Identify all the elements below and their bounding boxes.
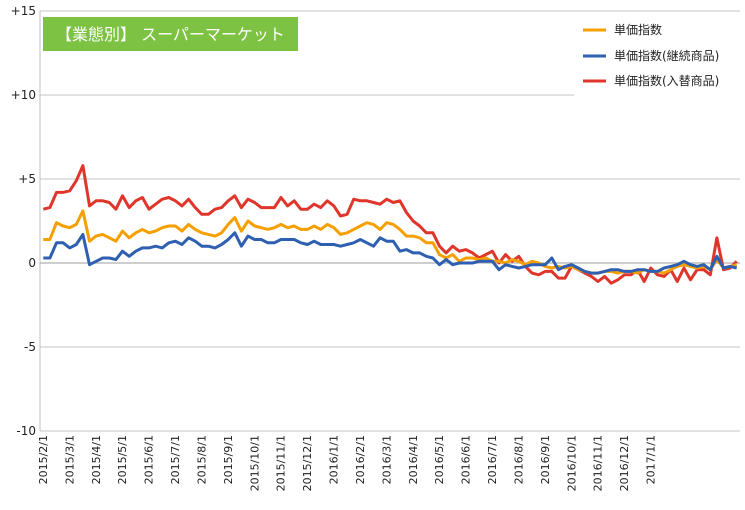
series-line-replaced: [42, 164, 738, 285]
chart-title-box: 【業態別】 スーパーマーケット: [43, 17, 298, 51]
x-tick-label: 2016/9/1: [539, 435, 552, 484]
x-tick-label: 2015/3/1: [63, 435, 76, 484]
x-tick-label: 2016/6/1: [460, 435, 473, 484]
y-tick-label: +5: [18, 172, 36, 186]
series-line-continuing: [43, 231, 738, 275]
x-tick-label: 2016/7/1: [486, 435, 499, 484]
x-tick-label: 2015/11/1: [275, 435, 288, 491]
x-tick-label: 2016/1/1: [328, 435, 341, 484]
x-tick-label: 2015/6/1: [143, 435, 156, 484]
x-tick-label: 2015/8/1: [195, 435, 208, 484]
chart-title-background: [43, 17, 298, 51]
x-tick-label: 2016/11/1: [592, 435, 605, 491]
x-tick-label: 2016/12/1: [618, 435, 631, 491]
y-tick-label: +15: [11, 4, 36, 18]
x-tick-label: 2016/8/1: [512, 435, 525, 484]
legend-label-continuing: 単価指数(継続商品): [614, 48, 719, 63]
x-tick-label: 2015/5/1: [116, 435, 129, 484]
x-tick-label: 2015/4/1: [90, 435, 103, 484]
legend-label-replaced: 単価指数(入替商品): [614, 73, 719, 88]
y-tick-label: -5: [24, 340, 36, 354]
x-tick-label: 2015/2/1: [37, 435, 50, 484]
y-tick-label: 0: [28, 256, 36, 270]
x-tick-label: 2016/3/1: [380, 435, 393, 484]
gridlines: [39, 10, 740, 432]
x-tick-label: 2017/1/1: [645, 435, 658, 484]
x-axis-tick-labels: 2015/2/1 2015/3/1 2015/4/1 2015/5/1 2015/6/1…: [37, 435, 658, 491]
x-tick-label: 2016/2/1: [354, 435, 367, 484]
legend: 単価指数 単価指数(継続商品) 単価指数(入替商品): [574, 14, 740, 102]
series-lines: [42, 164, 738, 285]
series-line-avg: [43, 209, 738, 275]
y-tick-label: +10: [11, 88, 36, 102]
x-tick-label: 2015/10/1: [248, 435, 261, 491]
x-tick-label: 2015/12/1: [301, 435, 314, 491]
x-tick-label: 2015/9/1: [222, 435, 235, 484]
x-tick-label: 2016/10/1: [565, 435, 578, 491]
legend-label-avg: 単価指数: [614, 22, 662, 37]
y-tick-label: -10: [16, 424, 36, 438]
chart-title: 【業態別】 スーパーマーケット: [56, 25, 285, 44]
x-tick-label: 2016/5/1: [433, 435, 446, 484]
x-tick-label: 2015/7/1: [169, 435, 182, 484]
x-tick-label: 2016/4/1: [407, 435, 420, 484]
y-axis-tick-labels: -10 -5 0 +5 +10 +15: [11, 4, 36, 438]
